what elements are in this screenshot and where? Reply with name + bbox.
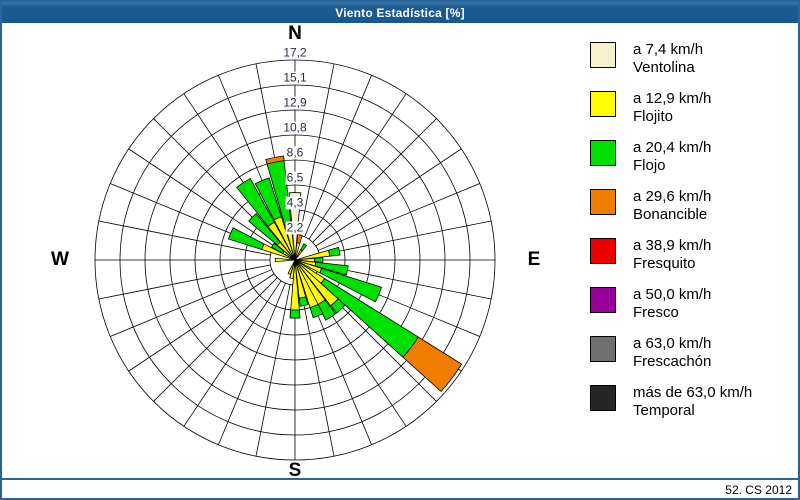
legend-swatch-bonancible: [590, 189, 616, 215]
wind-sector-flojo: [314, 261, 349, 276]
legend-label: a 12,9 km/h Flojito: [633, 90, 711, 126]
legend-label: a 63,0 km/h Frescachón: [633, 335, 711, 371]
legend-speed: a 63,0 km/h: [633, 335, 712, 352]
grid-spoke: [183, 280, 282, 427]
compass-label-east: E: [527, 249, 541, 270]
grid-spoke: [128, 273, 275, 372]
grid-spoke: [128, 148, 275, 247]
chart-area: N E S W 2,2 4,3 6,5 8,6 10,8 12,9 15,1 17,2 a 7…: [2, 23, 798, 481]
grid-spoke: [98, 264, 271, 300]
legend-item: a 63,0 km/h Frescachón: [590, 335, 790, 384]
wind-sector-flojo: [236, 177, 275, 228]
grid-spoke: [317, 183, 480, 251]
radial-tick-label: 4,3: [285, 195, 305, 210]
legend-swatch-frescachon: [590, 336, 616, 362]
legend-label: a 50,0 km/h Fresco: [633, 286, 711, 322]
wind-sector-flojo: [309, 303, 324, 319]
wind-sector-flojo: [327, 246, 341, 257]
grid-spoke: [110, 269, 273, 337]
window-title: Viento Estadística [%]: [335, 5, 465, 20]
legend-item: a 20,4 km/h Flojo: [590, 139, 790, 188]
legend-swatch-fresco: [590, 287, 616, 313]
wind-sector-flojo: [289, 309, 301, 319]
legend-label: a 7,4 km/h Ventolina: [633, 41, 703, 77]
legend-label: a 20,4 km/h Flojo: [633, 139, 711, 175]
wind-sector-flojo: [227, 227, 265, 251]
grid-spoke: [299, 284, 335, 457]
wind-sector-flojo: [317, 299, 337, 321]
compass-label-west: W: [51, 249, 69, 270]
legend-speed: a 20,4 km/h: [633, 139, 712, 156]
wind-sector-bonancible: [402, 336, 463, 393]
radial-tick-label: 15,1: [282, 70, 308, 85]
legend-swatch-fresquito: [590, 238, 616, 264]
grid-spoke: [98, 220, 271, 256]
legend-speed: a 29,6 km/h: [633, 188, 712, 205]
wind-sector-flojo: [330, 298, 346, 314]
radial-tick-label: 12,9: [282, 95, 308, 110]
legend-swatch-temporal: [590, 385, 616, 411]
legend-label: a 29,6 km/h Bonancible: [633, 188, 711, 224]
legend: a 7,4 km/h Ventolina a 12,9 km/h Flojito a 2…: [590, 41, 790, 433]
legend-item: a 29,6 km/h Bonancible: [590, 188, 790, 237]
compass-label-south: S: [288, 460, 302, 481]
legend-speed: más de 63,0 km/h: [633, 384, 753, 401]
radial-tick-label: 10,8: [282, 120, 308, 135]
grid-spoke: [299, 63, 335, 236]
legend-item: a 7,4 km/h Ventolina: [590, 41, 790, 90]
grid-spoke: [308, 93, 407, 240]
legend-swatch-ventolina: [590, 42, 616, 68]
radial-tick-label: 17,2: [282, 45, 308, 60]
wind-sector-flojo: [319, 267, 383, 303]
wind-sector-flojo: [271, 242, 285, 254]
legend-speed: a 12,9 km/h: [633, 90, 712, 107]
legend-name: Fresquito: [633, 255, 696, 272]
legend-label: más de 63,0 km/h Temporal: [633, 384, 752, 420]
compass-label-north: N: [288, 23, 302, 44]
grid-spoke: [319, 264, 492, 300]
grid-spoke: [255, 284, 291, 457]
wind-sector-flojito: [274, 257, 296, 263]
legend-name: Bonancible: [633, 206, 708, 223]
grid-spoke: [218, 282, 286, 445]
window-titlebar: Viento Estadística [%]: [2, 2, 798, 23]
legend-swatch-flojo: [590, 140, 616, 166]
legend-label: a 38,9 km/h Fresquito: [633, 237, 711, 273]
grid-spoke: [153, 277, 278, 402]
wind-sector-flojo: [300, 243, 308, 252]
wind-sector-flojito: [287, 259, 296, 275]
legend-speed: a 38,9 km/h: [633, 237, 712, 254]
legend-swatch-flojito: [590, 91, 616, 117]
radial-tick-label: 8,6: [285, 145, 305, 160]
legend-name: Flojo: [633, 157, 666, 174]
wind-sector-flojo: [314, 257, 324, 263]
legend-name: Frescachón: [633, 353, 712, 370]
wind-sector-flojo: [254, 177, 282, 221]
grid-spoke: [304, 75, 372, 238]
legend-item: a 50,0 km/h Fresco: [590, 286, 790, 335]
legend-item: a 38,9 km/h Fresquito: [590, 237, 790, 286]
wind-rose-chart: [94, 59, 496, 461]
grid-spoke: [312, 118, 437, 243]
legend-item: más de 63,0 km/h Temporal: [590, 384, 790, 433]
footer-bar: 52. CS 2012: [2, 478, 798, 498]
legend-speed: a 50,0 km/h: [633, 286, 712, 303]
wind-sector-bonancible: [265, 155, 285, 165]
radial-tick-label: 2,2: [285, 220, 305, 235]
wind-sector-flojo: [248, 213, 281, 246]
legend-name: Ventolina: [633, 59, 695, 76]
radial-tick-label: 6,5: [285, 170, 305, 185]
legend-speed: a 7,4 km/h: [633, 41, 704, 58]
footer-text: 52. CS 2012: [725, 483, 792, 497]
legend-name: Fresco: [633, 304, 679, 321]
wind-sector-flojo: [298, 296, 309, 307]
grid-spoke: [319, 220, 492, 256]
legend-name: Flojito: [633, 108, 674, 125]
legend-name: Temporal: [633, 402, 695, 419]
legend-item: a 12,9 km/h Flojito: [590, 90, 790, 139]
grid-spoke: [315, 148, 462, 247]
wind-sector-bonancible: [296, 234, 303, 244]
